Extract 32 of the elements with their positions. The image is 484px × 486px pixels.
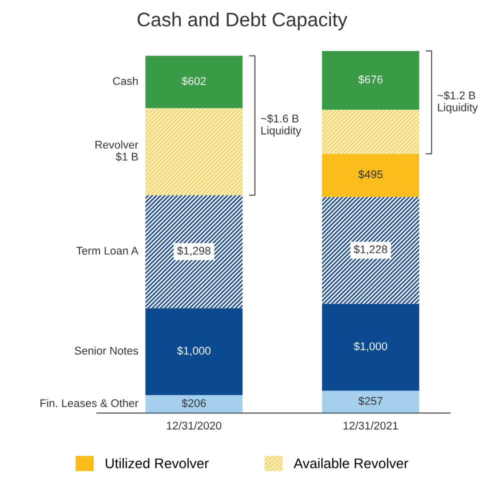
data-label: $1,000 — [177, 346, 211, 356]
series-label: Senior Notes — [74, 346, 138, 355]
data-label: $602 — [182, 76, 206, 86]
bar — [145, 308, 243, 396]
series-label: Cash — [113, 76, 138, 85]
chart-title: Cash and Debt Capacity — [138, 12, 348, 30]
legend-label: Utilized Revolver — [106, 458, 209, 468]
data-label: $676 — [358, 75, 382, 84]
bar — [145, 395, 243, 414]
annotation: ~$1.2 B Liquidity — [438, 91, 478, 114]
bar — [145, 195, 243, 308]
data-label: $1,000 — [354, 342, 388, 352]
legend-label: Available Revolver — [294, 458, 408, 468]
series-label: Fin. Leases & Other — [40, 398, 138, 408]
bar — [322, 110, 420, 154]
annotation: Revolver $1 B — [96, 140, 138, 162]
bar — [322, 196, 420, 304]
annotation: ~$1.6 B Liquidity — [260, 114, 302, 137]
bar — [322, 154, 420, 197]
data-label: $206 — [182, 398, 206, 408]
x-tick-label: 12/31/2021 — [344, 421, 398, 430]
data-label: $1,228 — [354, 244, 388, 255]
bar — [322, 390, 420, 414]
data-label: $1,298 — [177, 246, 210, 256]
x-tick-label: 12/31/2020 — [167, 421, 222, 430]
bar — [322, 304, 420, 391]
data-label: $257 — [358, 396, 382, 406]
data-label: $495 — [358, 170, 383, 179]
bar — [145, 56, 243, 108]
bar — [145, 108, 243, 196]
bar — [322, 50, 420, 110]
series-label: Term Loan A — [76, 246, 138, 255]
